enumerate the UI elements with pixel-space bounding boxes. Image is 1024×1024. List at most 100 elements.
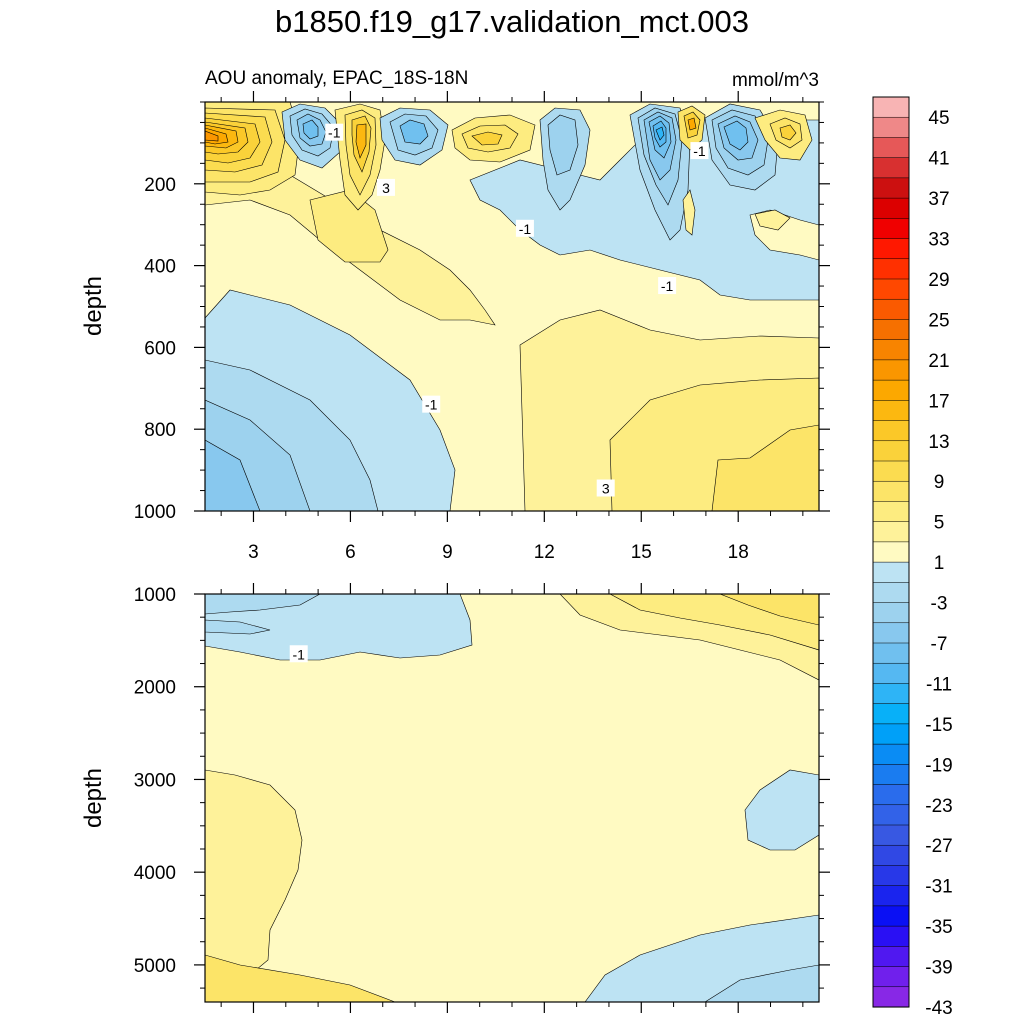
upper-ytick-label: 400: [144, 257, 176, 278]
lower-ytick-label: 2000: [134, 678, 176, 699]
xtick-label: 6: [345, 542, 356, 563]
upper-cool-cell-15: [629, 103, 691, 241]
colorbar-label: 13: [928, 432, 949, 453]
upper-region-neg7: [205, 439, 261, 511]
contour-label-bg: [515, 219, 534, 237]
colorbar-label: -3: [931, 594, 948, 615]
colorbar-swatch: [872, 319, 910, 341]
colorbar-swatch: [872, 460, 910, 482]
colorbar-label: -27: [925, 836, 952, 857]
colorbar-swatch: [872, 905, 910, 927]
colorbar-swatch: [872, 703, 910, 725]
colorbar-label: -19: [925, 755, 952, 776]
upper-contour-field: [205, 102, 819, 511]
contour-label-text: -1: [292, 646, 305, 662]
colorbar-label: 45: [928, 108, 949, 129]
upper-cool-cell-12: [539, 107, 591, 211]
lower-region-pos5-topright: [719, 594, 819, 626]
lower-ylabel: depth: [80, 768, 107, 828]
contour-label: -1: [658, 277, 677, 295]
lower-region-neg3: [205, 594, 321, 615]
contour-labels: -1 3 -1 -1 -1 -1 3 -1: [289, 123, 709, 663]
colorbar-label: -7: [931, 634, 948, 655]
colorbar-label: -39: [925, 958, 952, 979]
contour-label: -1: [690, 142, 709, 160]
upper-cool-cell-8: [379, 107, 449, 166]
colorbar-swatch: [872, 157, 910, 179]
axes-layer: 200 400 600 800 1000 1000 2000 3000 4000 5000 3 6 9 1…: [134, 91, 830, 1013]
colorbar-swatch: [872, 946, 910, 968]
variable-label: AOU anomaly, EPAC_18S-18N: [205, 68, 468, 89]
colorbar-label: 21: [928, 351, 949, 372]
contour-label: -1: [325, 123, 344, 141]
upper-warm-max-left: [205, 102, 301, 196]
xtick-label: 12: [534, 542, 555, 563]
colorbar-swatch: [872, 784, 910, 806]
colorbar-swatch: [872, 238, 910, 260]
colorbar-swatch: [872, 723, 910, 745]
colorbar-swatch: [872, 440, 910, 462]
colorbar-swatch: [872, 885, 910, 907]
chart-title: b1850.f19_g17.validation_mct.003: [275, 4, 749, 39]
colorbar-swatch: [872, 764, 910, 786]
colorbar-label: 9: [934, 472, 945, 493]
lower-region-neg1: [205, 594, 473, 661]
colorbar-label: 1: [934, 553, 945, 574]
colorbar-label: 37: [928, 189, 949, 210]
colorbar-swatch: [872, 137, 910, 159]
units-label: mmol/m^3: [732, 70, 819, 91]
colorbar-label: -11: [926, 674, 952, 695]
colorbar-label: -31: [925, 877, 952, 898]
colorbar-swatch: [872, 622, 910, 644]
colorbar-swatch: [872, 258, 910, 280]
contour-label-text: -1: [328, 125, 341, 141]
colorbar-label: 33: [928, 230, 949, 251]
contour-label-bg: [325, 123, 344, 141]
xtick-label: 15: [631, 542, 652, 563]
colorbar-swatch: [872, 561, 910, 583]
contour-label-text: -1: [693, 143, 706, 159]
colorbar-label: -15: [925, 715, 952, 736]
colorbar-swatch: [872, 683, 910, 705]
colorbar-swatch: [872, 501, 910, 523]
contour-label: -1: [289, 645, 308, 663]
upper-warm-cell-16: [677, 105, 706, 151]
contour-label-bg: [658, 277, 677, 295]
lower-ytick-label: 3000: [134, 770, 176, 791]
lower-contour-field: [205, 594, 819, 1002]
colorbar-swatch: [872, 400, 910, 422]
colorbar-label: 5: [934, 513, 945, 534]
colorbar-swatch: [872, 582, 910, 604]
upper-warm-cell-19: [754, 109, 813, 161]
colorbar: 45 41 37 33 29 25 21 17 13 9 5 1 -3 -7 -11 -15 -19 -23 -27…: [872, 96, 953, 1019]
colorbar-swatch: [872, 480, 910, 502]
contour-label-text: -1: [661, 278, 674, 294]
colorbar-swatch: [872, 824, 910, 846]
contour-label: 3: [376, 178, 395, 196]
contour-label: 3: [596, 479, 615, 497]
upper-ytick-label: 200: [144, 175, 176, 196]
contour-label-bg: [690, 142, 709, 160]
upper-region-pos-small: [754, 209, 791, 231]
lower-ytick-label: 4000: [134, 863, 176, 884]
lower-region-pos3-bottomleft: [205, 954, 396, 1002]
upper-cool-cell-4: [281, 103, 343, 169]
colorbar-swatch: [872, 278, 910, 300]
colorbar-swatch: [872, 218, 910, 240]
contour-label: -1: [422, 395, 441, 413]
colorbar-swatch: [872, 339, 910, 361]
colorbar-swatch: [872, 541, 910, 563]
lower-ytick-label: 1000: [134, 585, 176, 606]
colorbar-label: -35: [925, 917, 952, 938]
colorbar-swatch: [872, 298, 910, 320]
colorbar-swatch: [872, 743, 910, 765]
colorbar-swatch: [872, 662, 910, 684]
contour-label-bg: [422, 395, 441, 413]
colorbar-swatch: [872, 379, 910, 401]
contour-label-bg: [596, 479, 615, 497]
contour-label-text: 3: [382, 180, 390, 196]
contour-label-bg: [376, 178, 395, 196]
upper-ytick-label: 800: [144, 420, 176, 441]
colorbar-label: 41: [928, 149, 949, 170]
